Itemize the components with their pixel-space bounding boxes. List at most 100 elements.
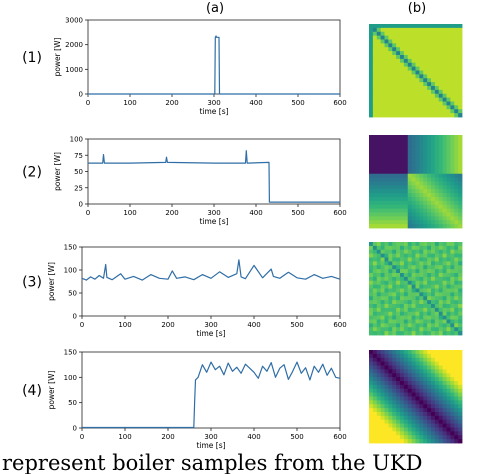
heatmap-cell [446, 284, 451, 289]
heatmap-cell [388, 74, 393, 79]
heatmap-cell [442, 35, 447, 40]
heatmap-cell [450, 220, 455, 225]
heatmap-cell [446, 189, 451, 194]
heatmap-4 [369, 350, 463, 444]
heatmap-cell [431, 361, 436, 366]
x-tick-label: 100 [118, 433, 131, 441]
figure: (a) (b) (1)0 100 200 300 400 500 6000100020003… [22, 1, 463, 450]
heatmap-cell [369, 357, 374, 363]
heatmap-cell [380, 185, 385, 190]
heatmap-cell [411, 193, 416, 198]
heatmap-cell [384, 158, 389, 163]
heatmap-cell [396, 31, 401, 37]
heatmap-cell [411, 431, 416, 436]
heatmap-cell [407, 58, 413, 64]
heatmap-cell [384, 109, 389, 114]
heatmap-cell [380, 66, 385, 71]
heatmap-cell [407, 404, 413, 409]
heatmap-cell [400, 70, 405, 75]
heatmap-cell [396, 319, 401, 324]
heatmap-cell [388, 284, 393, 289]
heatmap-cell [380, 300, 385, 305]
heatmap-cell [411, 74, 416, 79]
heatmap-cell [388, 208, 393, 213]
heatmap-cell [427, 189, 432, 194]
heatmap-cell [431, 101, 436, 106]
heatmap-cell [415, 39, 420, 44]
heatmap-cell [438, 51, 444, 56]
heatmap-cell [434, 431, 440, 436]
heatmap-cell [372, 353, 378, 359]
heatmap-cell [458, 257, 463, 262]
heatmap-cell [388, 197, 393, 202]
heatmap-cell [458, 189, 463, 194]
heatmap-cell [384, 142, 389, 148]
y-tick-label: 50 [68, 399, 77, 407]
heatmap-cell [458, 404, 463, 409]
heatmap-cell [407, 253, 413, 258]
heatmap-cell [372, 357, 378, 363]
heatmap-cell [458, 169, 463, 175]
heatmap-cell [400, 101, 405, 106]
heatmap-cell [369, 284, 374, 289]
heatmap-cell [431, 47, 436, 52]
heatmap-cell [380, 35, 385, 40]
heatmap-cell [423, 276, 428, 282]
heatmap-cell [434, 245, 440, 251]
heatmap-cell [407, 162, 413, 167]
heatmap-cell [434, 204, 440, 210]
heatmap-cell [415, 323, 420, 328]
heatmap-cell [400, 66, 405, 71]
heatmap-cell [369, 204, 374, 210]
heatmap-cell [450, 27, 455, 33]
heatmap-cell [392, 169, 397, 175]
heatmap-cell [442, 24, 447, 29]
heatmap-cell [427, 388, 432, 394]
heatmap-cell [396, 135, 401, 140]
heatmap-cell [380, 319, 385, 324]
heatmap-cell [372, 154, 378, 159]
heatmap-cell [415, 138, 420, 144]
heatmap-cell [458, 419, 463, 425]
heatmap-cell [376, 384, 382, 390]
heatmap-cell [434, 242, 440, 247]
heatmap-cell [442, 93, 447, 99]
heatmap-cell [388, 269, 393, 274]
heatmap-cell [403, 439, 409, 444]
heatmap-cell [450, 162, 455, 167]
heatmap-cell [376, 377, 382, 382]
heatmap-cell [411, 216, 416, 221]
heatmap-cell [400, 300, 405, 305]
x-tick-label: 500 [291, 209, 304, 217]
heatmap-cell [411, 323, 416, 328]
heatmap-cell [423, 150, 428, 155]
heatmap-cell [415, 169, 420, 175]
heatmap-cell [380, 82, 385, 87]
heatmap-cell [438, 138, 444, 144]
heatmap-cell [403, 200, 409, 206]
heatmap-cell [454, 296, 459, 301]
heatmap-cell [372, 93, 378, 99]
heatmap-cell [369, 169, 374, 175]
heatmap-cell [427, 109, 432, 114]
heatmap-cell [438, 55, 444, 60]
heatmap-cell [369, 361, 374, 366]
heatmap-cell [450, 89, 455, 95]
heatmap-cell [450, 200, 455, 206]
heatmap-cell [396, 66, 401, 71]
y-axis-label: power [W] [47, 262, 56, 301]
heatmap-cell [442, 138, 447, 144]
heatmap-cell [431, 384, 436, 390]
heatmap-cell [403, 189, 409, 194]
heatmap-cell [396, 249, 401, 255]
heatmap-cell [369, 185, 374, 190]
heatmap-cell [419, 350, 424, 355]
heatmap-cell [454, 212, 459, 217]
heatmap-cell [450, 423, 455, 428]
heatmap-cell [411, 224, 416, 229]
heatmap-cell [423, 31, 428, 37]
heatmap-cell [446, 331, 451, 336]
heatmap-cell [411, 423, 416, 428]
heatmap-cell [431, 357, 436, 363]
heatmap-cell [431, 419, 436, 425]
